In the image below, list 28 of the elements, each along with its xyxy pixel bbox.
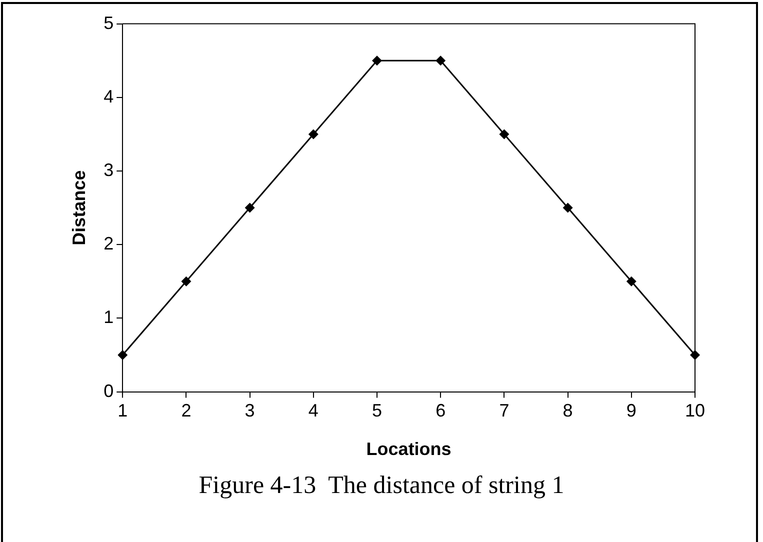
x-tick-label: 10 (684, 400, 706, 421)
y-tick-label: 5 (104, 12, 114, 33)
x-tick-label: 8 (562, 400, 573, 421)
x-tick-label: 2 (181, 400, 192, 421)
point (244, 202, 255, 213)
x-tick-label: 6 (436, 400, 446, 421)
x-tick-label: 5 (372, 400, 382, 421)
y-axis-title: Distance (68, 170, 89, 246)
point (626, 276, 636, 286)
x-tick-label: 9 (626, 400, 636, 421)
x-tick-label: 4 (308, 400, 318, 421)
x-tick-label: 1 (118, 400, 128, 421)
point (562, 202, 573, 213)
point (499, 129, 510, 140)
y-tick-label: 0 (104, 380, 114, 401)
point (308, 129, 318, 140)
x-tick-label: 3 (244, 400, 255, 421)
y-tick-label: 4 (104, 86, 114, 106)
point (436, 56, 446, 66)
point (118, 350, 128, 360)
point (372, 56, 382, 66)
y-tick-label: 1 (104, 307, 114, 328)
x-tick-label: 7 (499, 400, 510, 421)
caption: Figure 4-13 The distance of string 1 (198, 472, 566, 500)
y-tick-label: 3 (104, 160, 114, 180)
point (181, 276, 192, 286)
y-tick-label: 2 (104, 234, 114, 254)
x-axis-title: Locations (366, 439, 452, 460)
